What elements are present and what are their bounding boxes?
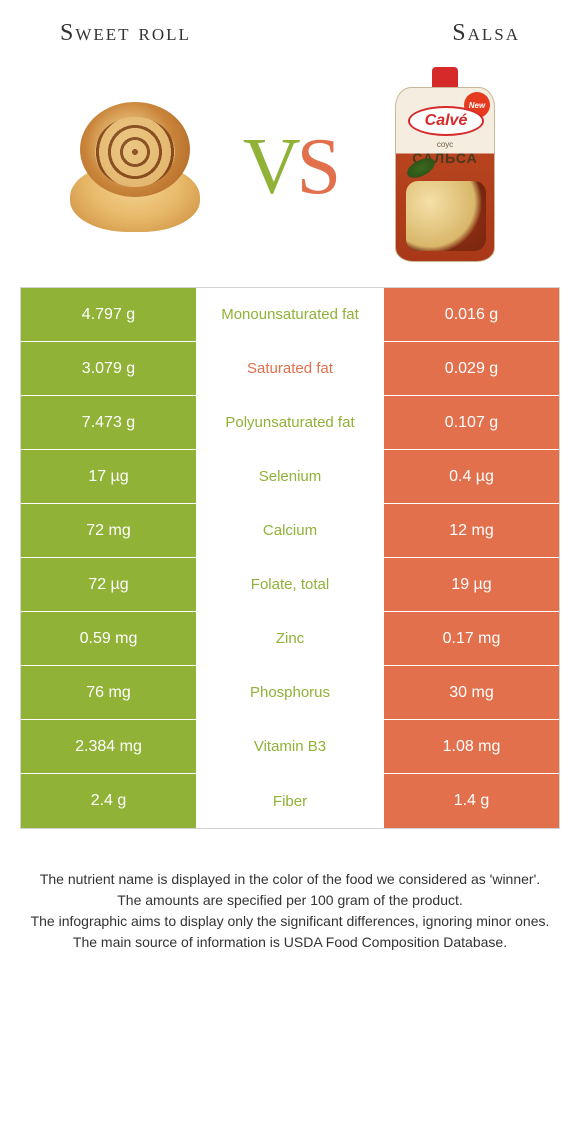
table-row: 0.59 mgZinc0.17 mg (21, 612, 559, 666)
nutrient-label: Phosphorus (196, 666, 384, 719)
table-row: 2.384 mgVitamin B31.08 mg (21, 720, 559, 774)
left-food-title: Sweet roll (60, 20, 191, 47)
footer-line: The nutrient name is displayed in the co… (30, 869, 550, 890)
header: Sweet roll Salsa (0, 0, 580, 57)
nutrient-label: Folate, total (196, 558, 384, 611)
right-food-image: New Calvé соус САЛЬСА (350, 72, 540, 262)
sweet-roll-illustration (50, 92, 220, 242)
table-row: 76 mgPhosphorus30 mg (21, 666, 559, 720)
comparison-table: 4.797 gMonounsaturated fat0.016 g3.079 g… (20, 287, 560, 829)
left-value: 72 µg (21, 558, 196, 611)
footer-line: The amounts are specified per 100 gram o… (30, 890, 550, 911)
right-value: 12 mg (384, 504, 559, 557)
left-value: 4.797 g (21, 288, 196, 341)
right-value: 0.107 g (384, 396, 559, 449)
vs-v: V (243, 123, 297, 211)
nutrient-label: Polyunsaturated fat (196, 396, 384, 449)
table-row: 3.079 gSaturated fat0.029 g (21, 342, 559, 396)
table-row: 4.797 gMonounsaturated fat0.016 g (21, 288, 559, 342)
vs-s: S (297, 123, 338, 211)
images-row: VS New Calvé соус САЛЬСА (0, 57, 580, 287)
table-row: 7.473 gPolyunsaturated fat0.107 g (21, 396, 559, 450)
right-value: 0.029 g (384, 342, 559, 395)
left-value: 76 mg (21, 666, 196, 719)
pouch-logo: Calvé (408, 106, 484, 136)
footer-line: The main source of information is USDA F… (30, 932, 550, 953)
footer-notes: The nutrient name is displayed in the co… (0, 829, 580, 953)
nutrient-label: Saturated fat (196, 342, 384, 395)
table-row: 2.4 gFiber1.4 g (21, 774, 559, 828)
salsa-pouch-illustration: New Calvé соус САЛЬСА (390, 67, 500, 267)
nutrient-label: Monounsaturated fat (196, 288, 384, 341)
table-row: 72 mgCalcium12 mg (21, 504, 559, 558)
vs-label: VS (243, 122, 337, 213)
left-value: 2.384 mg (21, 720, 196, 773)
right-value: 19 µg (384, 558, 559, 611)
pouch-subtitle: соус (396, 140, 494, 149)
table-row: 17 µgSelenium0.4 µg (21, 450, 559, 504)
right-value: 0.016 g (384, 288, 559, 341)
right-value: 0.4 µg (384, 450, 559, 503)
right-value: 1.08 mg (384, 720, 559, 773)
pouch-product-name: САЛЬСА (396, 150, 494, 166)
nutrient-label: Vitamin B3 (196, 720, 384, 773)
nutrient-label: Fiber (196, 774, 384, 828)
right-value: 0.17 mg (384, 612, 559, 665)
nutrient-label: Selenium (196, 450, 384, 503)
left-food-image (40, 72, 230, 262)
left-value: 17 µg (21, 450, 196, 503)
right-value: 30 mg (384, 666, 559, 719)
left-value: 2.4 g (21, 774, 196, 828)
table-row: 72 µgFolate, total19 µg (21, 558, 559, 612)
left-value: 3.079 g (21, 342, 196, 395)
left-value: 72 mg (21, 504, 196, 557)
footer-line: The infographic aims to display only the… (30, 911, 550, 932)
left-value: 0.59 mg (21, 612, 196, 665)
nutrient-label: Zinc (196, 612, 384, 665)
nutrient-label: Calcium (196, 504, 384, 557)
right-food-title: Salsa (452, 20, 520, 47)
right-value: 1.4 g (384, 774, 559, 828)
left-value: 7.473 g (21, 396, 196, 449)
